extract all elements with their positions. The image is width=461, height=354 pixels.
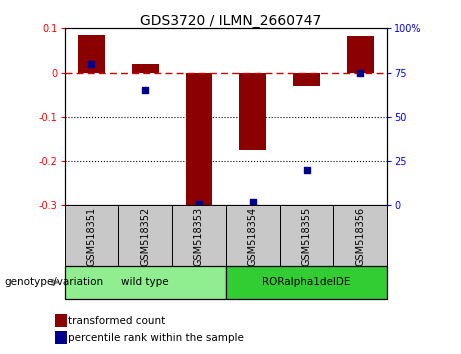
Point (357, 70, 364, 75)
Bar (333, 205, 387, 266)
Text: GSM518355: GSM518355 (301, 207, 312, 266)
Bar (293, 73, 320, 86)
Bar (118, 205, 172, 266)
Bar (185, 73, 213, 205)
Text: RORalpha1delDE: RORalpha1delDE (262, 277, 351, 287)
Bar (280, 205, 333, 266)
Bar (226, 266, 387, 299)
Bar (55, 314, 67, 327)
Bar (347, 36, 374, 73)
Text: GSM518353: GSM518353 (194, 207, 204, 266)
Text: GSM518351: GSM518351 (86, 207, 96, 266)
Point (249, 199, 256, 205)
Text: wild type: wild type (121, 277, 169, 287)
Text: percentile rank within the sample: percentile rank within the sample (68, 333, 244, 343)
Bar (55, 331, 67, 344)
Text: transformed count: transformed count (68, 316, 165, 326)
Bar (132, 64, 159, 73)
Text: GSM518354: GSM518354 (248, 207, 258, 266)
Text: GSM518356: GSM518356 (355, 207, 366, 266)
Bar (65, 266, 226, 299)
Bar (226, 205, 280, 266)
Bar (78, 35, 105, 73)
Text: GSM518352: GSM518352 (140, 207, 150, 266)
Text: GDS3720 / ILMN_2660747: GDS3720 / ILMN_2660747 (140, 14, 321, 28)
Bar (172, 205, 226, 266)
Text: genotype/variation: genotype/variation (5, 277, 104, 287)
Bar (65, 205, 118, 266)
Point (195, 201, 203, 206)
Point (142, 87, 149, 93)
Bar (239, 73, 266, 150)
Point (303, 167, 310, 173)
Point (88, 61, 95, 67)
